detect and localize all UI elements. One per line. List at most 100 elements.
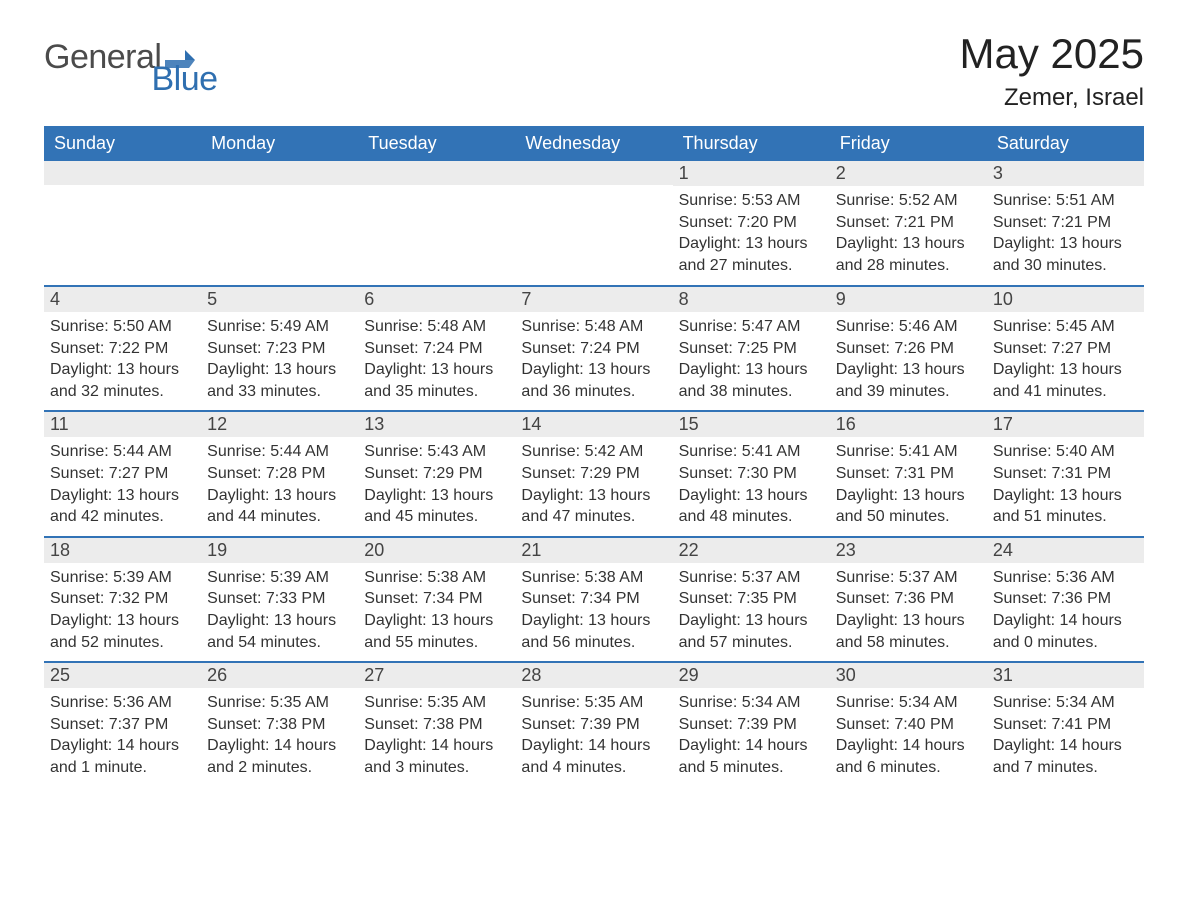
day-details: Sunrise: 5:48 AMSunset: 7:24 PMDaylight:… (364, 316, 509, 402)
day-details: Sunrise: 5:34 AMSunset: 7:40 PMDaylight:… (836, 692, 981, 778)
day-cell: 13 Sunrise: 5:43 AMSunset: 7:29 PMDayligh… (358, 412, 515, 535)
daylight-line: Daylight: 13 hours and 42 minutes. (50, 485, 195, 528)
weekday-header-saturday: Saturday (987, 126, 1144, 161)
day-cell: 3Sunrise: 5:51 AMSunset: 7:21 PMDaylight… (987, 161, 1144, 285)
sunrise-line: Sunrise: 5:48 AM (364, 316, 509, 338)
day-details: Sunrise: 5:49 AMSunset: 7:23 PMDaylight:… (207, 316, 352, 402)
day-cell-empty (515, 161, 672, 285)
sunset-line: Sunset: 7:34 PM (364, 588, 509, 610)
day-details: Sunrise: 5:44 AMSunset: 7:27 PMDaylight:… (50, 441, 195, 527)
day-cell: 16Sunrise: 5:41 AMSunset: 7:31 PMDayligh… (830, 412, 987, 535)
day-details: Sunrise: 5:48 AMSunset: 7:24 PMDaylight:… (521, 316, 666, 402)
weekday-header-row: SundayMondayTuesdayWednesdayThursdayFrid… (44, 126, 1144, 161)
day-details: Sunrise: 5:41 AMSunset: 7:31 PMDaylight:… (836, 441, 981, 527)
day-cell: 4 Sunrise: 5:50 AMSunset: 7:22 PMDaylight… (44, 287, 201, 410)
day-number: 13 (358, 412, 515, 437)
sunrise-line: Sunrise: 5:35 AM (364, 692, 509, 714)
day-number: 12 (201, 412, 358, 437)
sunset-line: Sunset: 7:21 PM (993, 212, 1138, 234)
sunset-line: Sunset: 7:25 PM (679, 338, 824, 360)
day-number: 8 (673, 287, 830, 312)
sunrise-line: Sunrise: 5:50 AM (50, 316, 195, 338)
sunset-line: Sunset: 7:21 PM (836, 212, 981, 234)
day-details: Sunrise: 5:36 AMSunset: 7:36 PMDaylight:… (993, 567, 1138, 653)
day-details: Sunrise: 5:35 AMSunset: 7:39 PMDaylight:… (521, 692, 666, 778)
day-number: 5 (201, 287, 358, 312)
day-number: 28 (515, 663, 672, 688)
day-cell: 2 Sunrise: 5:52 AMSunset: 7:21 PMDaylight… (830, 161, 987, 285)
page-title: May 2025 (960, 30, 1144, 78)
week-row: 11 Sunrise: 5:44 AMSunset: 7:27 PMDayligh… (44, 410, 1144, 535)
day-cell: 28 Sunrise: 5:35 AMSunset: 7:39 PMDayligh… (515, 663, 672, 786)
sunrise-line: Sunrise: 5:34 AM (993, 692, 1138, 714)
day-number: 20 (358, 538, 515, 563)
day-number: 7 (515, 287, 672, 312)
sunset-line: Sunset: 7:36 PM (993, 588, 1138, 610)
day-cell-empty (358, 161, 515, 285)
day-cell-empty (44, 161, 201, 285)
sunset-line: Sunset: 7:39 PM (679, 714, 824, 736)
day-details: Sunrise: 5:47 AMSunset: 7:25 PMDaylight:… (679, 316, 824, 402)
daylight-line: Daylight: 13 hours and 33 minutes. (207, 359, 352, 402)
day-cell: 6 Sunrise: 5:48 AMSunset: 7:24 PMDaylight… (358, 287, 515, 410)
day-cell: 12 Sunrise: 5:44 AMSunset: 7:28 PMDayligh… (201, 412, 358, 535)
day-details: Sunrise: 5:50 AMSunset: 7:22 PMDaylight:… (50, 316, 195, 402)
day-details: Sunrise: 5:35 AMSunset: 7:38 PMDaylight:… (364, 692, 509, 778)
sunset-line: Sunset: 7:40 PM (836, 714, 981, 736)
sunset-line: Sunset: 7:39 PM (521, 714, 666, 736)
day-number: 4 (44, 287, 201, 312)
day-number: 10 (987, 287, 1144, 312)
day-number: 15 (673, 412, 830, 437)
day-number (201, 161, 358, 185)
sunrise-line: Sunrise: 5:40 AM (993, 441, 1138, 463)
sunrise-line: Sunrise: 5:52 AM (836, 190, 981, 212)
weekday-header-wednesday: Wednesday (515, 126, 672, 161)
day-number: 17 (987, 412, 1144, 437)
daylight-line: Daylight: 13 hours and 32 minutes. (50, 359, 195, 402)
sunset-line: Sunset: 7:41 PM (993, 714, 1138, 736)
sunset-line: Sunset: 7:27 PM (50, 463, 195, 485)
day-cell: 19Sunrise: 5:39 AMSunset: 7:33 PMDayligh… (201, 538, 358, 661)
sunset-line: Sunset: 7:32 PM (50, 588, 195, 610)
sunrise-line: Sunrise: 5:42 AM (521, 441, 666, 463)
day-number: 6 (358, 287, 515, 312)
day-number: 27 (358, 663, 515, 688)
sunrise-line: Sunrise: 5:43 AM (364, 441, 509, 463)
day-number: 1 (673, 161, 830, 186)
sunrise-line: Sunrise: 5:37 AM (679, 567, 824, 589)
day-number: 11 (44, 412, 201, 437)
daylight-line: Daylight: 13 hours and 50 minutes. (836, 485, 981, 528)
daylight-line: Daylight: 14 hours and 0 minutes. (993, 610, 1138, 653)
day-details: Sunrise: 5:52 AMSunset: 7:21 PMDaylight:… (836, 190, 981, 276)
day-cell: 24Sunrise: 5:36 AMSunset: 7:36 PMDayligh… (987, 538, 1144, 661)
logo-text-blue: Blue (151, 60, 217, 99)
calendar: SundayMondayTuesdayWednesdayThursdayFrid… (44, 126, 1144, 787)
day-number: 2 (830, 161, 987, 186)
title-block: May 2025 Zemer, Israel (960, 30, 1144, 112)
daylight-line: Daylight: 13 hours and 44 minutes. (207, 485, 352, 528)
day-cell: 11 Sunrise: 5:44 AMSunset: 7:27 PMDayligh… (44, 412, 201, 535)
day-number: 29 (673, 663, 830, 688)
day-details: Sunrise: 5:40 AMSunset: 7:31 PMDaylight:… (993, 441, 1138, 527)
day-cell-empty (201, 161, 358, 285)
sunset-line: Sunset: 7:33 PM (207, 588, 352, 610)
day-details: Sunrise: 5:34 AMSunset: 7:39 PMDaylight:… (679, 692, 824, 778)
day-number: 18 (44, 538, 201, 563)
daylight-line: Daylight: 13 hours and 38 minutes. (679, 359, 824, 402)
sunset-line: Sunset: 7:31 PM (993, 463, 1138, 485)
sunset-line: Sunset: 7:23 PM (207, 338, 352, 360)
day-details: Sunrise: 5:44 AMSunset: 7:28 PMDaylight:… (207, 441, 352, 527)
sunrise-line: Sunrise: 5:35 AM (207, 692, 352, 714)
day-details: Sunrise: 5:43 AMSunset: 7:29 PMDaylight:… (364, 441, 509, 527)
sunrise-line: Sunrise: 5:38 AM (364, 567, 509, 589)
day-number: 9 (830, 287, 987, 312)
header: General Blue May 2025 Zemer, Israel (44, 30, 1144, 112)
sunset-line: Sunset: 7:37 PM (50, 714, 195, 736)
day-cell: 23Sunrise: 5:37 AMSunset: 7:36 PMDayligh… (830, 538, 987, 661)
day-details: Sunrise: 5:35 AMSunset: 7:38 PMDaylight:… (207, 692, 352, 778)
logo-text-general: General (44, 38, 161, 77)
daylight-line: Daylight: 13 hours and 56 minutes. (521, 610, 666, 653)
day-details: Sunrise: 5:36 AMSunset: 7:37 PMDaylight:… (50, 692, 195, 778)
sunrise-line: Sunrise: 5:37 AM (836, 567, 981, 589)
sunrise-line: Sunrise: 5:53 AM (679, 190, 824, 212)
